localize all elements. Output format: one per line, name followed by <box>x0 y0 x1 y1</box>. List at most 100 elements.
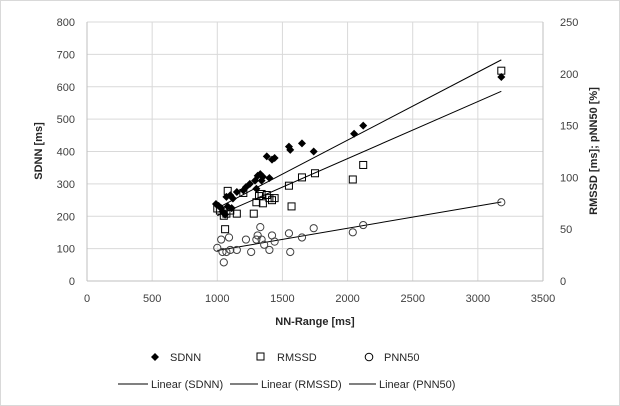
sdnn-point <box>265 174 274 183</box>
legend-label-sdnn: SDNN <box>170 352 201 364</box>
sdnn-point <box>270 153 279 162</box>
y2-tick-label: 50 <box>560 224 572 236</box>
legend-item-pnn50: PNN50 <box>364 352 419 364</box>
x-tick-label: 2500 <box>400 293 424 305</box>
pnn50-point <box>265 245 274 255</box>
y-tick-label: 200 <box>57 211 75 223</box>
legend-item-sdnn: SDNN <box>151 352 201 364</box>
y-tick-label: 300 <box>57 179 75 191</box>
pnn50-point <box>309 224 318 233</box>
x-tick-label: 2000 <box>335 293 359 305</box>
pnn50-point <box>217 235 226 244</box>
sdnn-point <box>309 147 318 156</box>
sdnn-point <box>286 145 295 154</box>
rmssd-point <box>239 188 248 197</box>
legend: SDNN RMSSD PNN50 Linear (SDNN) Linear (R… <box>118 352 455 391</box>
pnn50-point <box>256 223 265 232</box>
legend-label-pnn50: PNN50 <box>384 352 419 364</box>
rmssd-point <box>257 189 266 198</box>
x-tick-label: 500 <box>143 293 161 305</box>
pnn50-point <box>241 235 251 244</box>
pnn50-point <box>224 233 234 242</box>
legend-square-marker <box>256 352 265 361</box>
pnn50-point <box>270 237 279 246</box>
y-tick-label: 0 <box>69 276 75 288</box>
rmssd-point <box>270 194 279 203</box>
trend-lines <box>217 59 502 252</box>
x-axis-title: NN-Range [ms] <box>275 316 355 328</box>
pnn50-point <box>247 247 256 257</box>
y-tick-label: 800 <box>57 17 75 29</box>
pnn50-point <box>286 247 295 257</box>
pnn50-point <box>260 240 269 249</box>
y2-tick-label: 0 <box>560 276 566 288</box>
pnn50-point <box>253 231 262 240</box>
y2-tick-label: 200 <box>560 69 578 81</box>
pnn50-point <box>218 247 227 257</box>
rmssd-point <box>359 160 368 169</box>
x-tick-label: 3500 <box>531 293 555 305</box>
sdnn-point <box>228 194 237 203</box>
axes <box>86 22 544 282</box>
pnn50-point <box>226 245 235 255</box>
y-tick-label: 400 <box>57 147 75 159</box>
sdnn-point <box>359 121 368 130</box>
pnn50-point <box>232 245 241 255</box>
rmssd-point <box>219 211 228 220</box>
pnn50-point <box>252 235 261 244</box>
legend-diamond-marker <box>151 353 159 361</box>
rmssd-point <box>311 169 319 178</box>
rmssd-point <box>348 175 357 184</box>
x-tick-label: 3000 <box>466 293 490 305</box>
sdnn-point <box>258 172 267 181</box>
pnn50-point <box>222 247 231 257</box>
sdnn-point <box>245 179 254 188</box>
x-tick-label: 1500 <box>270 293 294 305</box>
pnn50-point <box>257 235 266 244</box>
rmssd-point <box>249 209 258 218</box>
x-tick-label: 0 <box>84 293 90 305</box>
trendline-linear-sdnn <box>217 59 502 209</box>
y2-tick-label: 250 <box>560 17 578 29</box>
sdnn-point <box>262 152 271 161</box>
rmssd-point <box>287 202 296 211</box>
rmssd-point <box>232 209 241 218</box>
x-tick-label: 1000 <box>205 293 229 305</box>
y-axis-title: SDNN [ms] <box>33 122 45 180</box>
pnn50-point <box>348 228 357 237</box>
legend-item-linear-rmssd: Linear (RMSSD) <box>230 379 342 391</box>
rmssd-point <box>297 173 306 182</box>
y2-tick-label: 100 <box>560 172 578 184</box>
pnn50-point <box>219 258 228 267</box>
legend-label-linear-sdnn: Linear (SDNN) <box>151 379 223 391</box>
pnn50-point <box>359 220 368 230</box>
legend-circle-marker <box>364 352 374 362</box>
rmssd-point <box>258 199 267 208</box>
y-tick-label: 100 <box>57 244 75 256</box>
rmssd-point <box>497 66 506 75</box>
rmssd-point <box>213 204 222 213</box>
data-points <box>211 66 506 267</box>
pnn50-point <box>497 198 506 207</box>
pnn50-point <box>297 233 307 242</box>
pnn50-point <box>213 243 222 252</box>
rmssd-point <box>268 196 277 205</box>
sdnn-point <box>297 139 306 148</box>
legend-label-linear-pnn50: Linear (PNN50) <box>379 379 455 391</box>
legend-item-rmssd: RMSSD <box>256 352 317 364</box>
y-tick-label: 600 <box>57 82 75 94</box>
y-tick-label: 700 <box>57 49 75 61</box>
rmssd-point <box>221 225 230 234</box>
legend-label-rmssd: RMSSD <box>277 352 317 364</box>
sdnn-point <box>350 129 359 138</box>
rmssd-point <box>284 181 293 190</box>
rmssd-point <box>223 186 232 195</box>
pnn50-point <box>284 229 294 238</box>
legend-item-linear-sdnn: Linear (SDNN) <box>118 379 223 391</box>
legend-label-linear-rmssd: Linear (RMSSD) <box>261 379 342 391</box>
sdnn-point <box>232 187 241 196</box>
legend-item-linear-pnn50: Linear (PNN50) <box>349 379 455 391</box>
